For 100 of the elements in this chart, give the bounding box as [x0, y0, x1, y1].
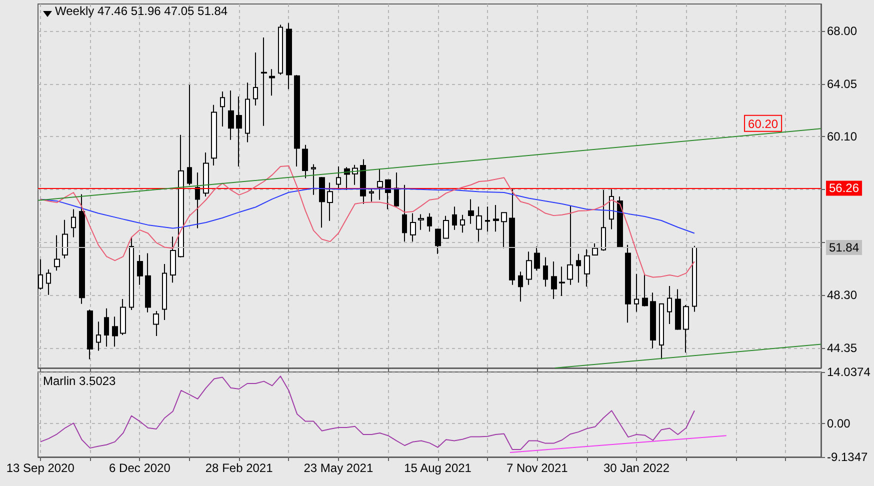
candlestick	[675, 288, 681, 330]
candlestick	[253, 52, 258, 106]
candlestick	[360, 158, 366, 204]
candlestick	[650, 292, 656, 349]
x-tick-label: 7 Nov 2021	[506, 461, 568, 475]
x-tick-label: 6 Dec 2020	[109, 461, 171, 475]
candlestick	[104, 308, 109, 348]
candlestick	[170, 236, 176, 284]
y-tick-label: -9.1347	[827, 450, 868, 464]
candlestick	[187, 84, 192, 186]
candlestick	[245, 82, 250, 143]
y-tick-label: 48.30	[827, 288, 858, 302]
candlestick	[46, 268, 51, 296]
candlestick	[468, 198, 474, 224]
candlestick	[501, 212, 507, 249]
candlestick	[294, 74, 300, 167]
candlestick	[567, 205, 573, 286]
candlestick	[220, 91, 225, 128]
candlestick	[286, 22, 292, 90]
candlestick	[62, 219, 68, 259]
candlestick	[609, 188, 614, 230]
candlestick	[278, 24, 283, 76]
candlestick	[162, 263, 167, 321]
chart-title: Weekly 47.46 51.96 47.05 51.84	[55, 4, 228, 18]
candlestick	[195, 172, 200, 229]
candlestick	[377, 168, 383, 200]
line-series	[40, 376, 695, 450]
candlestick	[236, 96, 242, 167]
line-series	[40, 188, 695, 234]
chart-title: Marlin 3.5023	[43, 374, 116, 388]
candlestick	[211, 104, 217, 166]
candlestick	[518, 271, 523, 302]
candlestick	[410, 212, 416, 242]
candlestick	[87, 309, 93, 360]
candlestick	[369, 188, 374, 202]
candlestick	[427, 212, 432, 232]
candlestick	[551, 261, 557, 300]
candlestick	[71, 208, 76, 238]
candlestick	[443, 215, 449, 240]
ref-line-label: 56.26	[829, 181, 860, 196]
x-tick-label: 30 Jan 2022	[603, 461, 670, 475]
candlestick	[659, 303, 664, 360]
candlestick	[543, 256, 548, 288]
candlestick	[120, 298, 126, 336]
candlestick	[319, 176, 325, 228]
candlestick	[642, 273, 648, 307]
candlestick	[302, 144, 308, 179]
candlestick	[526, 251, 532, 286]
candlestick	[435, 228, 441, 254]
candlestick	[493, 204, 499, 232]
candlestick	[261, 37, 267, 126]
y-tick-label: 68.00	[827, 24, 858, 38]
y-tick-label: 14.0374	[827, 365, 871, 379]
candlestick	[617, 196, 623, 248]
candlestick	[452, 206, 457, 230]
candlestick	[584, 248, 590, 288]
candlestick	[311, 164, 316, 196]
candlestick	[112, 316, 118, 348]
x-tick-label: 23 May 2021	[304, 461, 374, 475]
x-tick-label: 28 Feb 2021	[205, 461, 274, 475]
annotation: 60.20	[748, 116, 778, 131]
candlestick	[394, 172, 399, 207]
candlestick	[509, 188, 515, 286]
ref-line-label: 51.84	[829, 240, 860, 254]
candlestick	[145, 252, 151, 313]
candlestick	[634, 273, 639, 312]
candlestick	[38, 258, 43, 290]
candlestick	[402, 184, 407, 242]
candlestick	[96, 321, 101, 352]
y-tick-label: 60.10	[827, 130, 858, 144]
candlestick	[534, 246, 540, 272]
candlestick	[129, 236, 134, 310]
candlestick	[336, 166, 341, 189]
x-tick-label: 13 Sep 2020	[6, 461, 75, 475]
candlestick	[269, 68, 275, 96]
y-tick-label: 0.00	[827, 416, 851, 430]
candlestick	[576, 253, 581, 284]
candlestick	[385, 179, 391, 210]
candlestick	[418, 214, 424, 230]
candlestick	[601, 189, 606, 252]
candlestick	[203, 152, 209, 198]
candlestick	[559, 266, 565, 297]
candlestick	[137, 254, 143, 286]
candlestick	[476, 206, 482, 242]
x-tick-label: 15 Aug 2021	[404, 461, 472, 475]
candlestick	[178, 134, 184, 258]
candlestick	[228, 90, 234, 140]
candlestick	[460, 214, 465, 234]
candlestick	[153, 310, 159, 336]
candlestick	[667, 285, 672, 325]
y-tick-label: 64.05	[827, 76, 858, 91]
candlestick	[592, 242, 598, 256]
candlestick	[692, 245, 697, 312]
candlestick	[327, 182, 333, 222]
y-tick-label: 44.35	[827, 340, 858, 355]
candlestick	[79, 194, 85, 304]
candlestick	[683, 304, 689, 354]
line-series	[40, 165, 695, 278]
candlestick	[485, 206, 490, 232]
candlestick	[625, 244, 631, 324]
